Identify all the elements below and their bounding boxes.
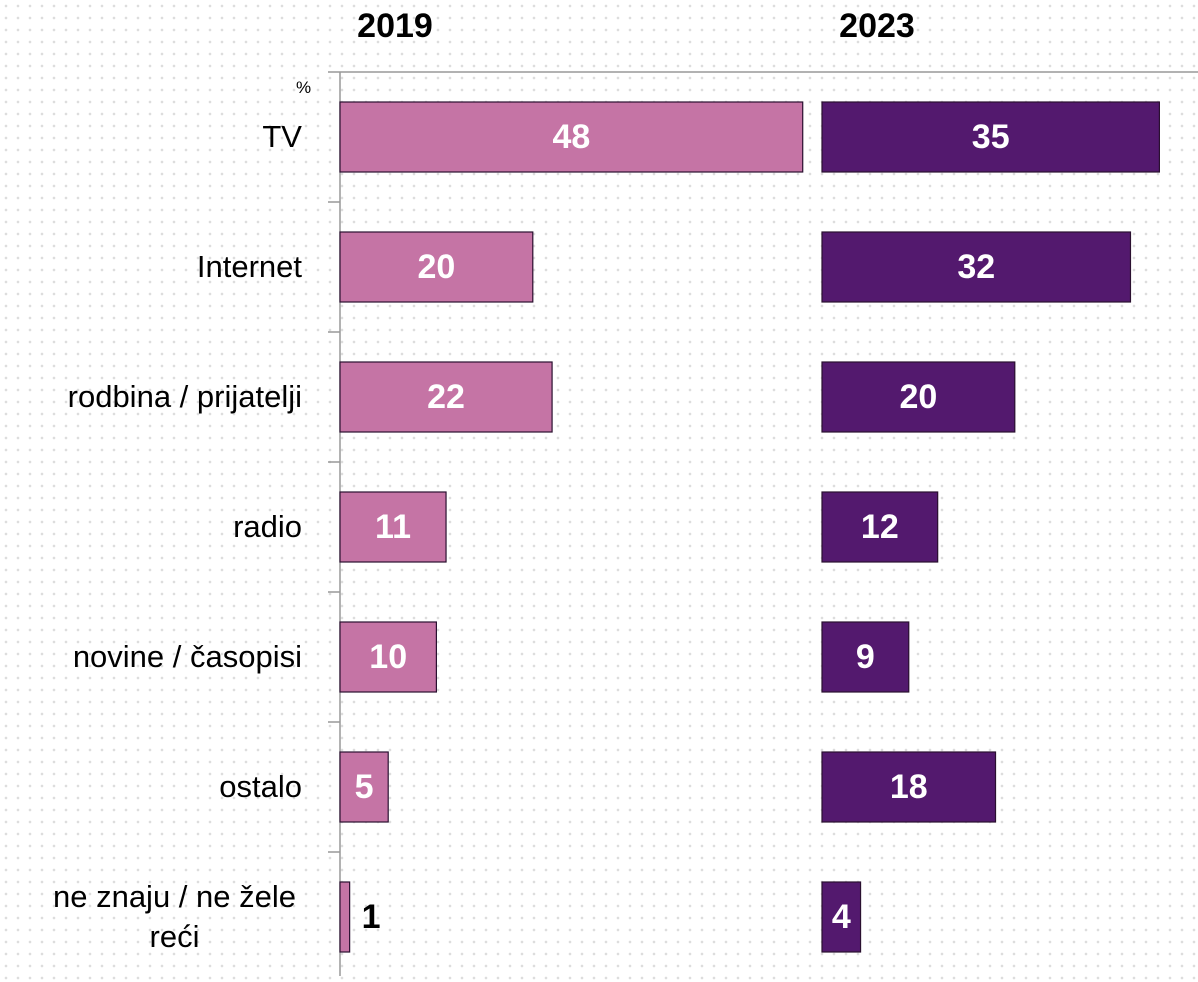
value-label: 12 [861, 508, 899, 546]
category-label-box: ostalo [12, 722, 302, 852]
value-label: 35 [972, 118, 1010, 156]
bar [339, 491, 447, 563]
value-label: 10 [369, 638, 407, 676]
series-title: 2019 [357, 7, 433, 45]
category-label: radio [233, 509, 302, 544]
value-label: 20 [899, 378, 937, 416]
bar [339, 361, 553, 433]
value-label: 18 [890, 768, 928, 806]
bar [339, 881, 351, 953]
bar [821, 231, 1132, 303]
category-label-box: radio [12, 462, 302, 592]
bar [339, 751, 389, 823]
value-label: 9 [856, 638, 875, 676]
value-label: 20 [417, 248, 455, 286]
series-title: 2023 [839, 7, 915, 45]
bar [821, 101, 1160, 173]
bar [339, 621, 438, 693]
value-label: 1 [362, 898, 381, 936]
category-label: TV [262, 119, 302, 154]
bar [339, 101, 804, 173]
category-label-box: TV [12, 72, 302, 202]
unit-label: % [296, 78, 312, 97]
value-label: 48 [552, 118, 590, 156]
value-label: 22 [427, 378, 465, 416]
value-label: 11 [375, 508, 411, 546]
bar [821, 881, 862, 953]
bar [821, 621, 910, 693]
category-label-box: novine / časopisi [12, 592, 302, 722]
category-label: ne znaju / ne žele reći [52, 879, 296, 954]
bar [821, 491, 939, 563]
bar [821, 361, 1016, 433]
bar [339, 231, 534, 303]
category-label: rodbina / prijatelji [67, 379, 302, 414]
category-label-box: rodbina / prijatelji [12, 332, 302, 462]
category-label-box: Internet [12, 202, 302, 332]
category-label-box: ne znaju / ne žele reći [12, 852, 302, 982]
value-label: 4 [832, 898, 851, 936]
value-label: 5 [355, 768, 374, 806]
category-label: ostalo [219, 769, 302, 804]
bar [821, 751, 997, 823]
value-label: 32 [957, 248, 995, 286]
category-label: Internet [196, 249, 302, 284]
category-label: novine / časopisi [72, 639, 302, 674]
